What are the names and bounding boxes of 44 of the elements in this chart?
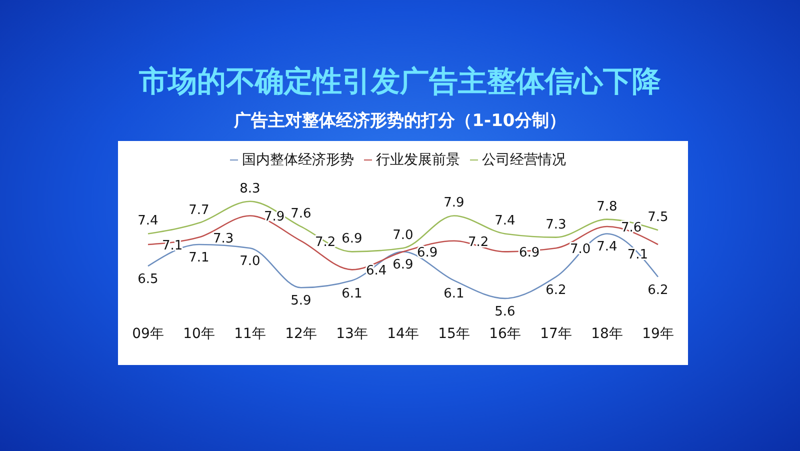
data-label: 7.2 <box>468 234 489 250</box>
data-label: 7.1 <box>162 238 183 254</box>
x-tick-label: 15年 <box>438 326 470 342</box>
data-label: 6.9 <box>417 246 438 261</box>
legend-label: 行业发展前景 <box>376 152 460 168</box>
data-label: 7.4 <box>138 214 158 229</box>
data-label: 7.5 <box>648 210 668 226</box>
data-label: 6.9 <box>342 232 362 247</box>
chart-title: 市场的不确定性引发广告主整体信心下降 <box>138 63 662 100</box>
data-label: 6.2 <box>546 282 566 298</box>
legend-label: 国内整体经济形势 <box>242 152 354 168</box>
x-tick-label: 19年 <box>642 326 674 342</box>
data-label: 6.5 <box>138 272 158 288</box>
chart-subtitle: 广告主对整体经济形势的打分（1-10分制） <box>232 110 567 132</box>
data-label: 7.4 <box>596 240 618 255</box>
data-label: 7.0 <box>392 228 414 244</box>
data-label: 7.8 <box>596 199 618 214</box>
data-label: 7.9 <box>444 196 464 211</box>
data-label: 6.1 <box>444 286 464 302</box>
data-label: 7.0 <box>240 254 260 270</box>
x-tick-label: 16年 <box>489 326 521 342</box>
legend-label: 公司经营情况 <box>482 152 566 168</box>
data-label: 7.6 <box>290 206 312 222</box>
x-tick-label: 11年 <box>234 326 266 342</box>
x-tick-label: 10年 <box>183 326 215 342</box>
data-label: 5.9 <box>290 294 312 309</box>
data-label: 5.6 <box>494 304 516 320</box>
data-label: 7.4 <box>494 214 516 229</box>
data-label: 7.9 <box>264 210 285 225</box>
data-label: 6.1 <box>342 286 362 302</box>
data-label: 8.3 <box>240 181 260 196</box>
data-label: 7.3 <box>213 231 234 246</box>
data-label: 7.1 <box>188 250 210 266</box>
data-label: 6.2 <box>648 282 668 298</box>
data-label: 7.3 <box>546 217 566 232</box>
data-label: 6.9 <box>392 258 414 273</box>
x-tick-label: 18年 <box>591 326 623 342</box>
data-label: 7.7 <box>188 202 210 218</box>
x-tick-label: 09年 <box>132 326 164 342</box>
x-tick-label: 13年 <box>336 326 368 342</box>
x-tick-label: 12年 <box>285 326 317 342</box>
data-label: 6.4 <box>366 264 387 279</box>
x-tick-label: 14年 <box>387 326 419 342</box>
x-tick-label: 17年 <box>540 326 572 342</box>
